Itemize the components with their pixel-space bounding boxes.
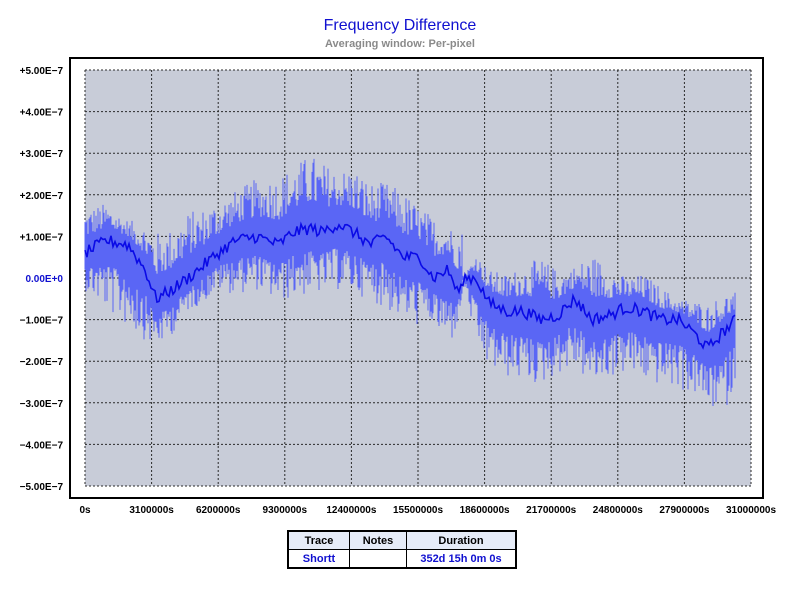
x-tick-label: 3100000s [129, 505, 174, 516]
y-tick-label: +3.00E−7 [20, 149, 64, 160]
x-tick-label: 9300000s [263, 505, 308, 516]
y-tick-label: +2.00E−7 [20, 191, 64, 202]
x-tick-label: 18600000s [460, 505, 510, 516]
x-tick-label: 12400000s [326, 505, 376, 516]
legend-header-notes: Notes [349, 530, 407, 550]
legend-trace-name: Shortt [287, 549, 350, 569]
legend-row[interactable]: Shortt 352d 15h 0m 0s [287, 549, 517, 569]
x-tick-label: 31000000s [726, 505, 776, 516]
x-tick-label: 6200000s [196, 505, 241, 516]
y-tick-label: −3.00E−7 [20, 399, 64, 410]
y-tick-label: −4.00E−7 [20, 440, 64, 451]
legend-header-duration: Duration [406, 530, 517, 550]
x-tick-label: 15500000s [393, 505, 443, 516]
x-tick-label: 24800000s [593, 505, 643, 516]
legend-header-trace: Trace [287, 530, 350, 550]
chart-title: Frequency Difference [323, 17, 477, 34]
y-tick-label: −2.00E−7 [20, 357, 64, 368]
y-tick-label: −5.00E−7 [20, 482, 64, 493]
y-tick-label: 0.00E+0 [25, 274, 63, 285]
trace-mean-line [84, 221, 736, 350]
y-tick-label: +4.00E−7 [20, 108, 64, 119]
x-tick-label: 21700000s [526, 505, 576, 516]
legend-duration: 352d 15h 0m 0s [406, 549, 517, 569]
x-tick-label: 27900000s [659, 505, 709, 516]
frequency-difference-chart: +5.00E−7 +4.00E−7 +3.00E−7 +2.00E−7 +1.00E−7… [20, 66, 777, 516]
chart-subtitle: Averaging window: Per-pixel [325, 38, 475, 50]
y-tick-label: +5.00E−7 [20, 66, 64, 77]
y-tick-label: −1.00E−7 [20, 316, 64, 327]
legend-notes [349, 549, 407, 569]
x-tick-label: 0s [79, 505, 91, 516]
legend-table: Trace Notes Duration Shortt 352d 15h 0m … [287, 530, 517, 569]
y-tick-label: +1.00E−7 [20, 232, 64, 243]
